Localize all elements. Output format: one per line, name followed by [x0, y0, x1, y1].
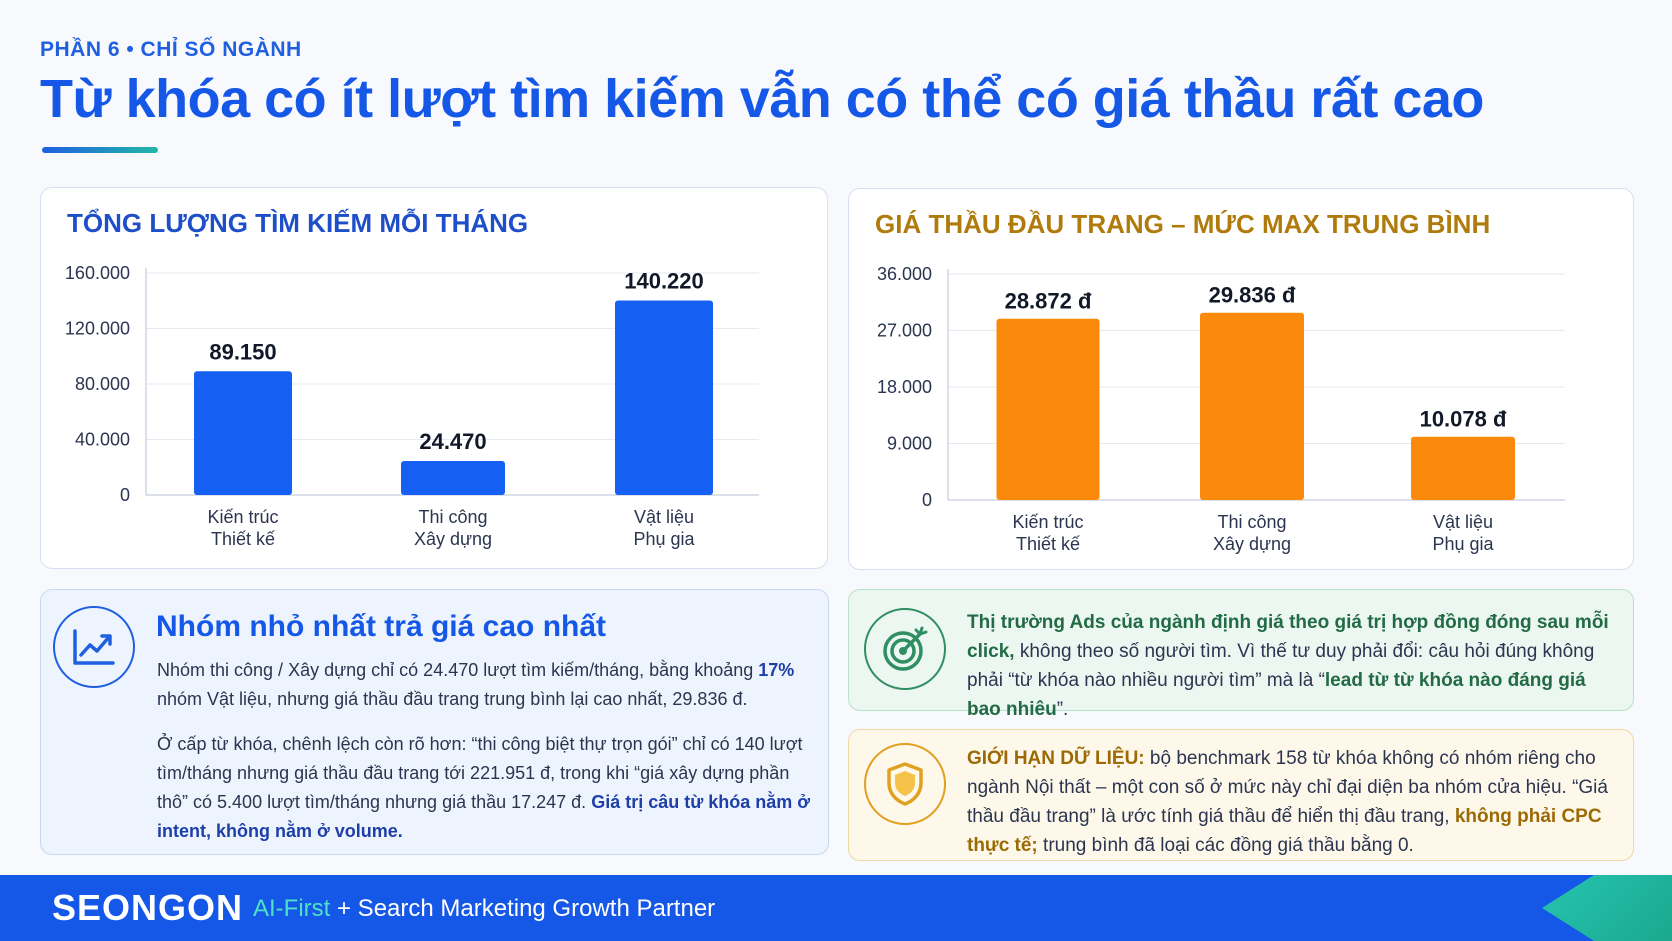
market-note-card: Thị trường Ads của ngành định giá theo g… — [848, 589, 1634, 720]
y-tick-label: 9.000 — [887, 434, 932, 454]
footer-bar: SEONGON AI-First + Search Marketing Grow… — [0, 875, 1672, 941]
y-tick-label: 80.000 — [75, 374, 130, 394]
y-tick-label: 36.000 — [877, 264, 932, 284]
insight-paragraph-2: Ở cấp từ khóa, chênh lệch còn rõ hơn: “t… — [157, 734, 811, 841]
x-category-label: Thiết kế — [211, 529, 275, 549]
bar-value-label: 10.078 đ — [1420, 407, 1507, 432]
footer-tagline: AI-First + Search Marketing Growth Partn… — [253, 895, 716, 922]
data-limit-text: GIỚI HẠN DỮ LIỆU: bộ benchmark 158 từ kh… — [967, 748, 1608, 856]
insight-heading: Nhóm nhỏ nhất trả giá cao nhất — [156, 610, 607, 643]
bar-value-label: 24.470 — [419, 429, 486, 454]
bar — [194, 371, 292, 495]
market-note-text: Thị trường Ads của ngành định giá theo g… — [967, 612, 1609, 720]
y-tick-label: 40.000 — [75, 430, 130, 450]
bar-value-label: 29.836 đ — [1209, 283, 1296, 308]
y-tick-label: 120.000 — [65, 319, 130, 339]
shield-icon — [864, 743, 946, 825]
y-tick-label: 0 — [120, 485, 130, 505]
bar-value-label: 89.150 — [209, 339, 276, 364]
brand-logo: SEONGON — [52, 887, 244, 928]
footer-accent-shape — [1542, 875, 1672, 941]
trend-chart-icon — [53, 606, 135, 688]
y-tick-label: 160.000 — [65, 263, 130, 283]
data-limit-card: GIỚI HẠN DỮ LIỆU: bộ benchmark 158 từ kh… — [848, 729, 1634, 861]
target-icon — [864, 608, 946, 690]
x-category-label: Xây dựng — [1213, 534, 1291, 554]
x-category-label: Kiến trúc — [1012, 512, 1083, 532]
x-category-label: Thi công — [1217, 512, 1286, 532]
search-volume-chart: 0 40.000 80.000 120.000 160.000 89.150 Kiến tr… — [65, 263, 759, 549]
x-category-label: Vật liệu — [634, 507, 694, 527]
bar — [401, 461, 505, 495]
bar — [996, 318, 1100, 500]
top-bid-chart: 0 9.000 18.000 27.000 36.000 28.872 đ Kiến trú… — [877, 264, 1565, 554]
x-category-label: Vật liệu — [1433, 512, 1493, 532]
bar — [615, 300, 713, 495]
x-category-label: Phụ gia — [1432, 534, 1494, 554]
top-bid-chart-card: 0 9.000 18.000 27.000 36.000 28.872 đ Kiến trú… — [848, 188, 1634, 570]
y-tick-label: 0 — [922, 490, 932, 510]
bar — [1200, 312, 1304, 500]
search-volume-chart-card: 0 40.000 80.000 120.000 160.000 89.150 Kiến tr… — [40, 187, 828, 569]
search-volume-chart-title: TỔNG LƯỢNG TÌM KIẾM MỖI THÁNG — [67, 208, 529, 238]
y-tick-label: 27.000 — [877, 321, 932, 341]
page-title: Từ khóa có ít lượt tìm kiếm vẫn có thể c… — [40, 69, 1484, 129]
bar — [1411, 436, 1515, 500]
x-category-label: Thiết kế — [1016, 534, 1080, 554]
x-category-label: Thi công — [418, 507, 487, 527]
x-category-label: Phụ gia — [633, 529, 695, 549]
x-category-label: Xây dựng — [414, 529, 492, 549]
title-underline — [42, 147, 158, 153]
bar-value-label: 28.872 đ — [1005, 289, 1092, 314]
insight-card: Nhóm nhỏ nhất trả giá cao nhất Nhóm thi … — [40, 589, 829, 855]
y-tick-label: 18.000 — [877, 377, 932, 397]
section-kicker: PHẦN 6 • CHỈ SỐ NGÀNH — [40, 38, 302, 61]
top-bid-chart-title: GIÁ THẦU ĐẦU TRANG – MỨC MAX TRUNG BÌNH — [875, 209, 1491, 239]
insight-paragraph-1: Nhóm thi công / Xây dựng chỉ có 24.470 l… — [157, 660, 795, 709]
x-category-label: Kiến trúc — [207, 507, 278, 527]
bar-value-label: 140.220 — [624, 268, 704, 293]
